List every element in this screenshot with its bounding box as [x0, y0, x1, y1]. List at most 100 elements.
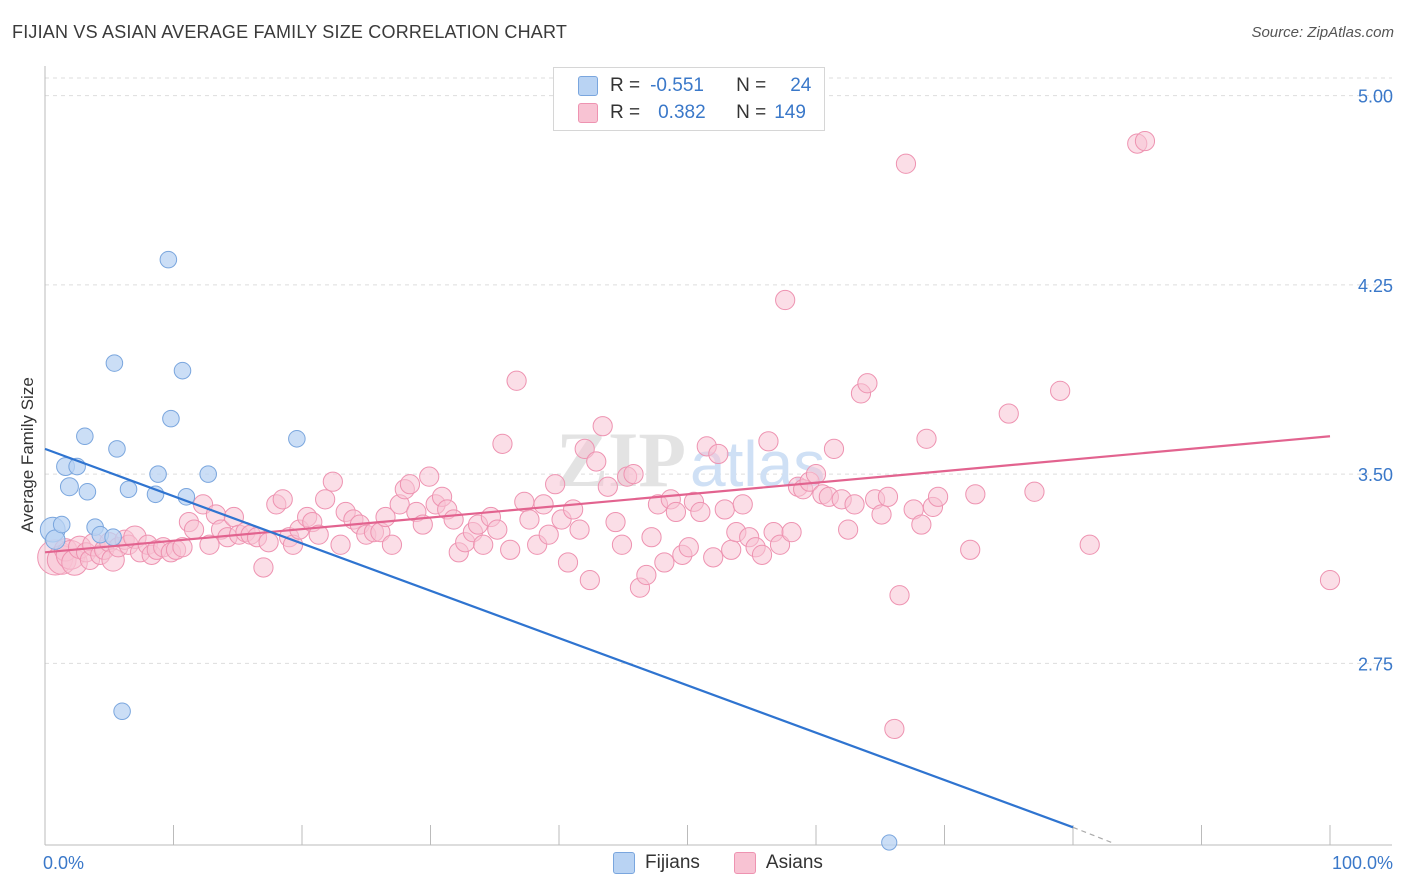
asian-point-149 — [1024, 481, 1045, 502]
y-axis-label: Average Family Size — [18, 377, 37, 533]
fijian-swatch — [578, 76, 598, 96]
legend-row-fijians: R = -0.551 N = 24 — [578, 73, 811, 99]
asian-point-40 — [272, 489, 293, 510]
asian-point-150 — [1050, 380, 1071, 401]
y-tick-labels: 2.75 3.50 4.25 5.00 — [1358, 87, 1393, 675]
asian-point-83 — [545, 474, 566, 495]
asian-point-77 — [506, 370, 527, 391]
fijian-r-label: R = — [610, 75, 641, 96]
asian-point-107 — [690, 501, 711, 523]
asian-point-48 — [322, 471, 343, 492]
x-tick-label-max: 100.0% — [1332, 853, 1393, 873]
fijian-r-value: -0.551 — [650, 75, 704, 96]
fijian-trend-extension — [1072, 826, 1112, 844]
asian-point-26 — [183, 519, 205, 540]
asian-r-label: R = — [610, 102, 641, 123]
fijians-legend-swatch — [613, 852, 635, 874]
legend-item-fijians: Fijians — [613, 852, 700, 874]
asian-point-75 — [492, 433, 513, 454]
fijian-point-22 — [288, 430, 306, 448]
asian-point-148 — [998, 403, 1019, 424]
asian-point-139 — [889, 585, 910, 606]
y-tick-label-0: 2.75 — [1358, 654, 1393, 674]
asian-point-93 — [605, 511, 626, 533]
asian-point-122 — [781, 522, 802, 543]
asian-point-86 — [563, 499, 584, 520]
asian-point-131 — [838, 519, 859, 540]
asian-point-46 — [308, 524, 329, 545]
asian-point-79 — [519, 509, 540, 530]
trend-lines — [44, 435, 1331, 844]
fijian-point-15 — [149, 465, 167, 483]
asian-point-109 — [703, 547, 724, 568]
asian-point-98 — [636, 564, 657, 586]
asian-points — [37, 130, 1341, 740]
asian-point-38 — [258, 532, 279, 553]
asian-point-90 — [586, 451, 607, 472]
asian-point-153 — [1134, 130, 1156, 152]
asian-point-132 — [844, 494, 865, 515]
asians-legend-swatch — [733, 852, 756, 874]
fijian-n-value: 24 — [790, 75, 812, 96]
asian-point-96 — [623, 464, 644, 485]
asian-swatch — [578, 103, 598, 123]
fijian-point-17 — [159, 250, 178, 269]
fijian-point-2 — [52, 515, 71, 534]
asian-point-76 — [500, 539, 521, 560]
source-label: Source: ZipAtlas.com — [1251, 24, 1394, 41]
asian-point-126 — [805, 464, 827, 485]
asian-point-121 — [775, 289, 796, 311]
x-tick-label-min: 0.0% — [43, 853, 84, 873]
asian-point-89 — [579, 569, 600, 591]
fijian-points — [39, 250, 898, 851]
fijian-point-10 — [104, 528, 122, 546]
asian-point-87 — [569, 519, 590, 540]
asian-point-92 — [597, 476, 618, 497]
fijian-point-19 — [173, 361, 192, 380]
asian-n-label: N = — [736, 102, 767, 123]
asian-point-85 — [557, 552, 579, 573]
asian-point-60 — [399, 474, 421, 495]
asian-point-118 — [758, 431, 779, 452]
asian-point-88 — [574, 438, 595, 459]
fijian-point-21 — [199, 465, 217, 483]
asian-point-154 — [1319, 569, 1341, 591]
fijian-point-18 — [162, 409, 180, 428]
fijian-point-6 — [76, 427, 94, 446]
asian-point-112 — [721, 539, 742, 560]
fijian-point-11 — [105, 354, 124, 372]
asian-point-91 — [592, 416, 613, 437]
fijian-point-12 — [108, 440, 126, 458]
y-tick-label-2: 4.25 — [1358, 276, 1393, 296]
asian-point-136 — [871, 504, 892, 525]
asian-point-101 — [654, 552, 675, 573]
fijian-point-14 — [119, 480, 138, 499]
asian-point-137 — [877, 486, 899, 507]
asians-legend-label: Asians — [765, 852, 823, 873]
y-tick-label-1: 3.50 — [1358, 465, 1393, 485]
asian-point-72 — [473, 534, 494, 555]
asian-r-value: 0.382 — [658, 102, 706, 123]
x-tick-labels: 0.0% 100.0% — [43, 853, 1393, 873]
gridlines — [45, 77, 1392, 664]
asian-point-143 — [916, 428, 937, 449]
asian-point-111 — [714, 499, 735, 520]
chart-title: FIJIAN VS ASIAN AVERAGE FAMILY SIZE CORR… — [12, 22, 568, 42]
fijian-point-4 — [59, 477, 79, 497]
fijians-legend-label: Fijians — [645, 852, 700, 873]
asian-point-49 — [330, 534, 351, 555]
asian-point-24 — [172, 537, 193, 558]
asian-point-146 — [960, 539, 981, 560]
asian-point-82 — [538, 524, 559, 545]
series-legend: Fijians Asians — [613, 852, 857, 874]
fijian-point-23 — [881, 834, 898, 851]
fijian-point-13 — [113, 702, 131, 721]
asian-point-134 — [857, 373, 878, 394]
asian-point-63 — [419, 466, 440, 487]
asian-point-129 — [823, 438, 845, 459]
asian-point-105 — [678, 537, 699, 558]
axes — [44, 66, 1392, 846]
asian-point-37 — [253, 557, 274, 578]
asian-point-99 — [641, 527, 662, 548]
